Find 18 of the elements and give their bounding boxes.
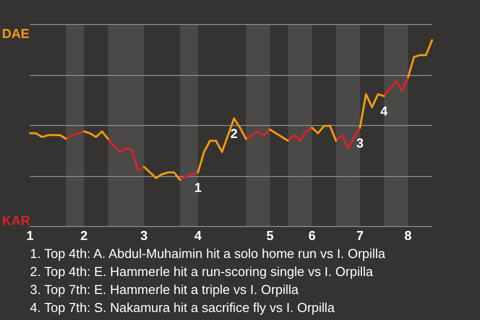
x-tick-label: 4 — [194, 228, 202, 243]
text: 3. Top 7th: E. Hammerle hit a triple vs I. Orpilla — [30, 281, 300, 299]
text: DAE — [2, 26, 30, 41]
x-tick-label: 3 — [140, 228, 148, 243]
annotation: 4 — [380, 104, 388, 119]
text: 1. Top 4th: A. Abdul-Muhaimin hit a solo home run vs I. Orpilla — [30, 245, 386, 263]
x-tick-label: 8 — [404, 228, 412, 243]
x-tick-label: 7 — [356, 228, 364, 243]
x-tick-label: 6 — [308, 228, 316, 243]
annotation: 2 — [230, 126, 238, 141]
x-tick-label: 5 — [266, 228, 274, 243]
annotation: 3 — [356, 135, 364, 150]
annotation: KAR — [2, 213, 30, 228]
x-tick-label: 2 — [80, 228, 88, 243]
text: 2. Top 4th: E. Hammerle hit a run-scoring single vs I. Orpilla — [30, 263, 374, 281]
text: 4. Top 7th: S. Nakamura hit a sacrifice fly vs I. Orpilla — [30, 299, 336, 317]
x-tick-label: 1 — [26, 228, 34, 243]
annotation: 1 — [194, 180, 202, 195]
